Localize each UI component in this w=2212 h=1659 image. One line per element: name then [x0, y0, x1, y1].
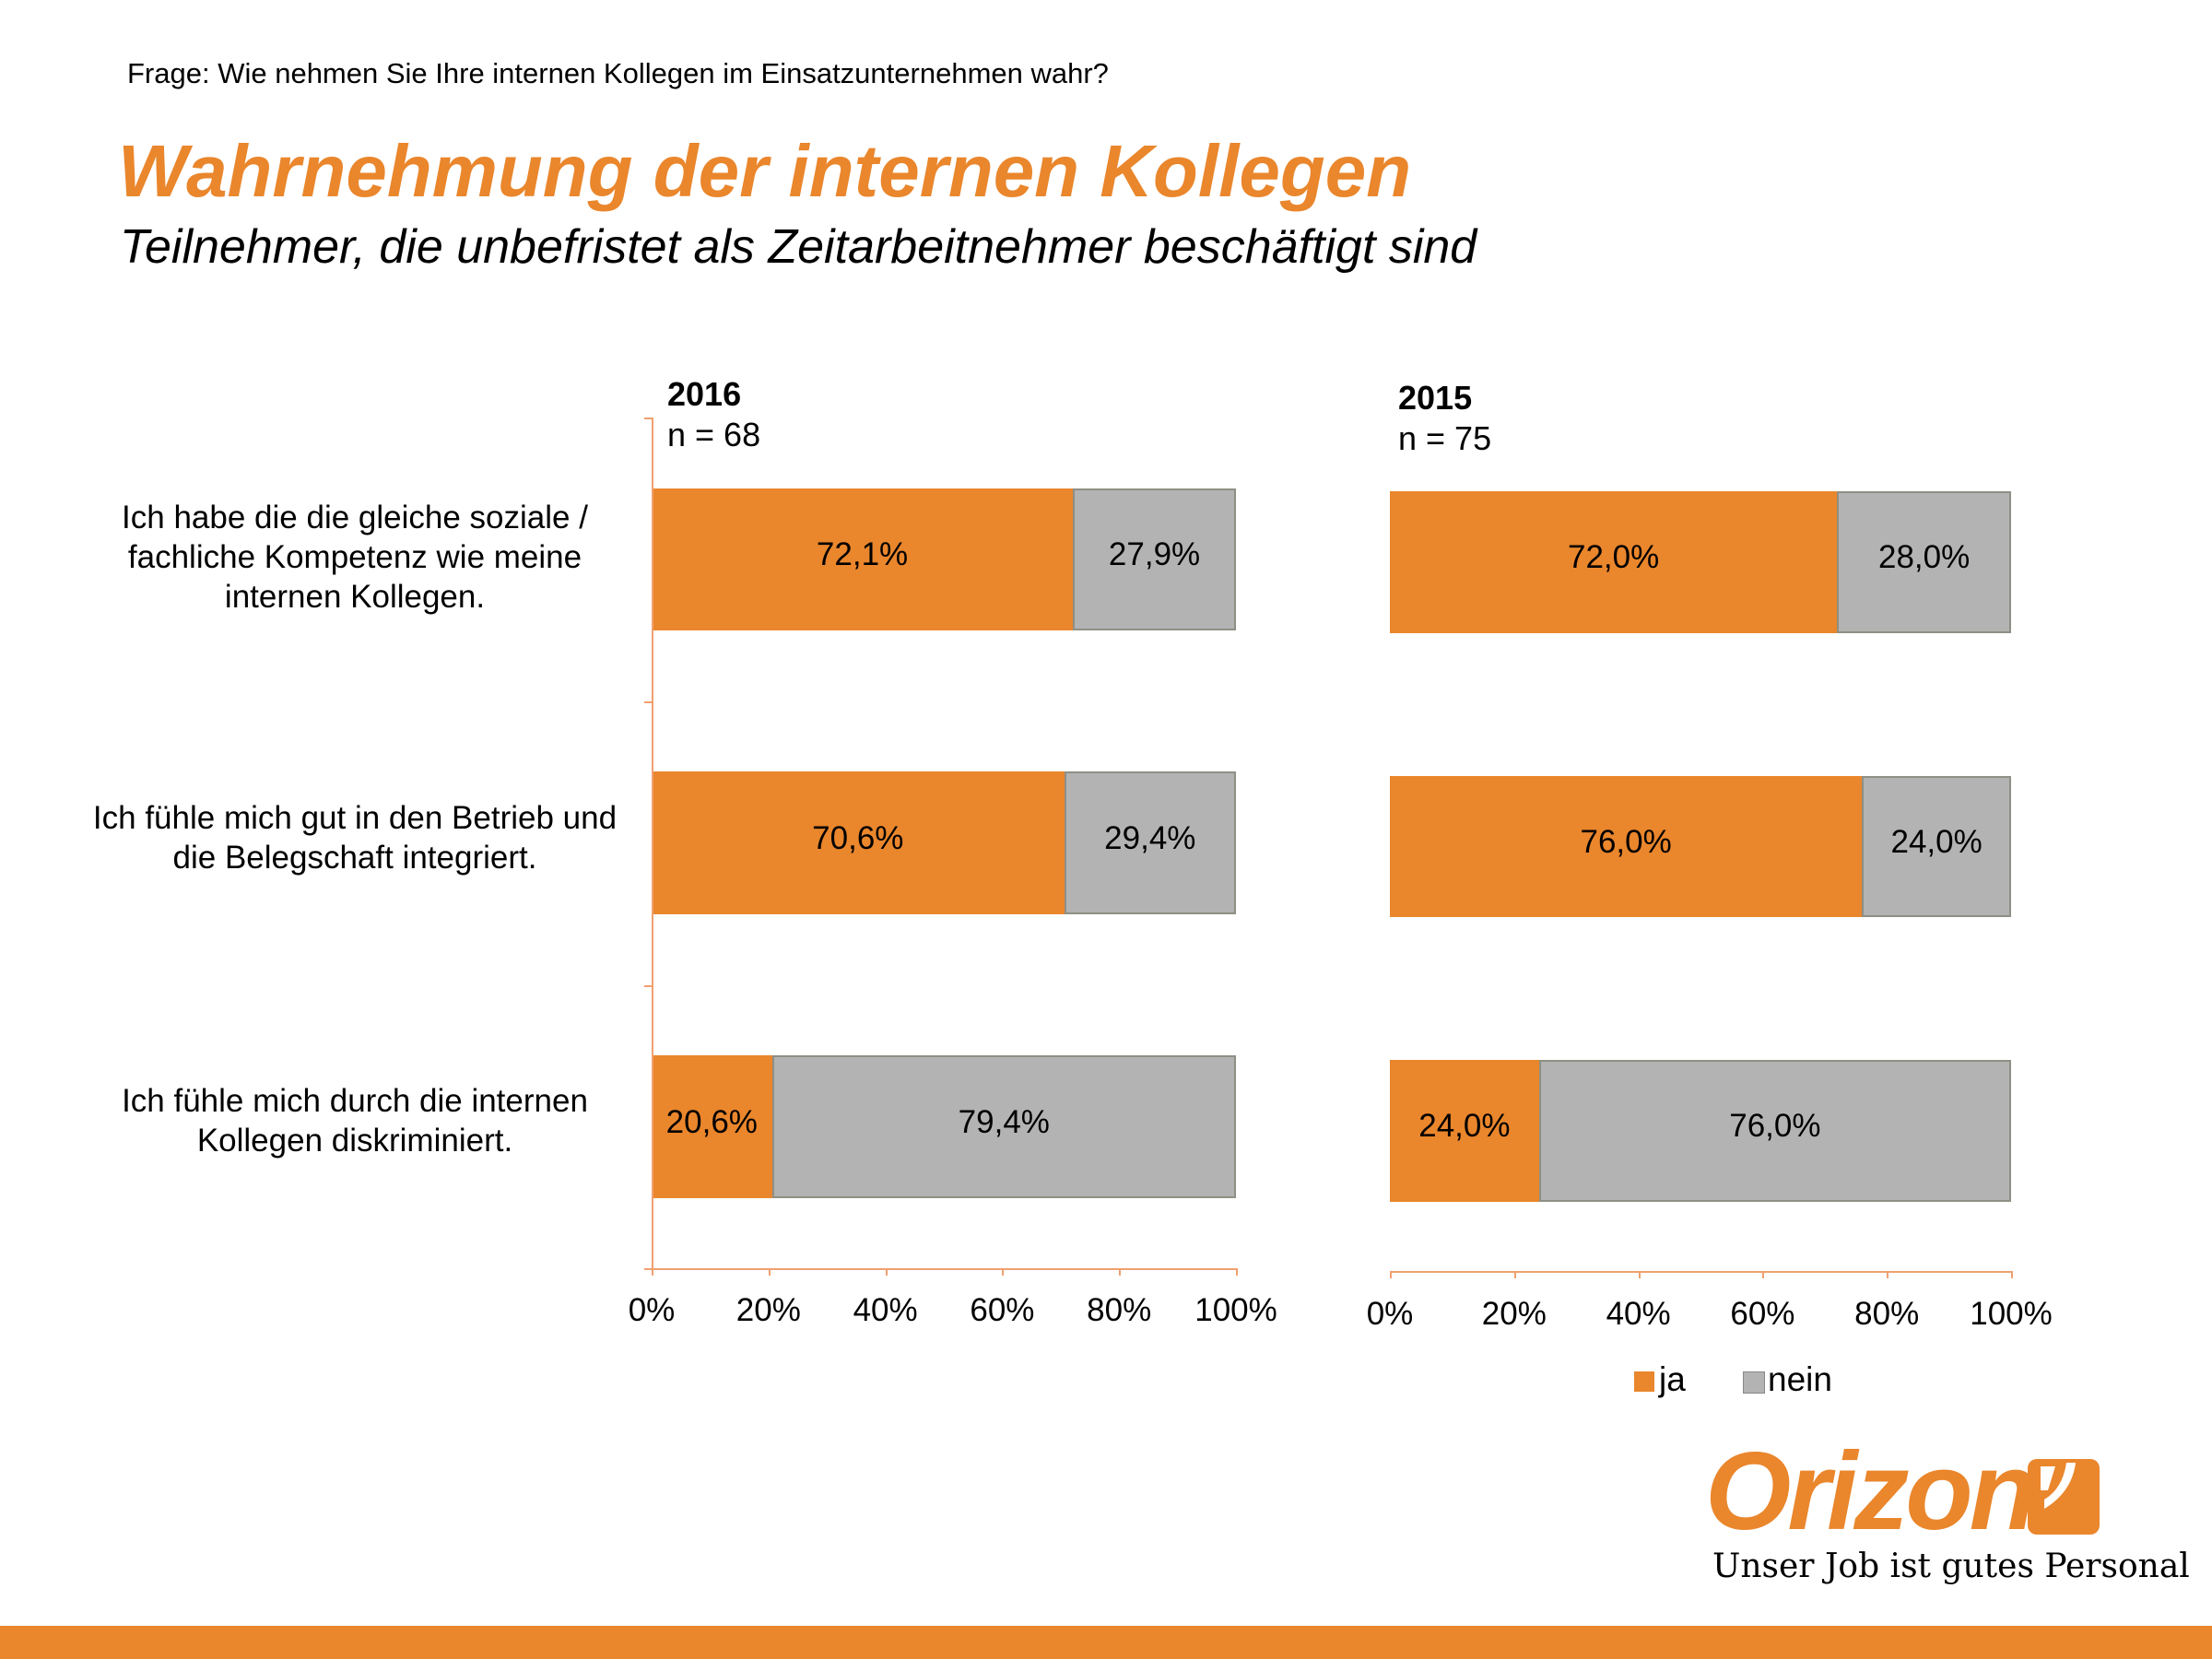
- bar-nein: [1073, 488, 1236, 630]
- y-axis-line: [652, 418, 653, 1268]
- x-axis-line: [1390, 1271, 2011, 1273]
- category-label: Ich habe die die gleiche soziale / fachli…: [74, 498, 636, 617]
- x-axis-tick: [885, 1268, 888, 1276]
- x-tick-label: 100%: [1970, 1296, 2053, 1332]
- legend-nein-label: nein: [1768, 1360, 1832, 1398]
- bar-ja: [1390, 1060, 1539, 1202]
- data-label-ja: 72,1%: [816, 536, 909, 572]
- logo-tagline: Unser Job ist gutes Personal: [1712, 1547, 2190, 1585]
- data-label-nein: 24,0%: [1890, 823, 1983, 860]
- x-axis-tick: [1638, 1271, 1641, 1278]
- bar-nein: [1064, 771, 1236, 914]
- x-axis-tick: [1762, 1271, 1765, 1278]
- question-text: Frage: Wie nehmen Sie Ihre internen Koll…: [127, 57, 1109, 89]
- x-axis-tick: [652, 1268, 653, 1276]
- bar-ja: [1390, 491, 1838, 633]
- category-label-line: Kollegen diskriminiert.: [196, 1123, 513, 1159]
- page-subtitle: Teilnehmer, die unbefristet als Zeitarbe…: [120, 220, 1477, 274]
- category-label-line: Ich fühle mich durch die internen: [122, 1083, 588, 1119]
- bar-nein: [1538, 1060, 2011, 1202]
- data-label-ja: 76,0%: [1580, 823, 1672, 860]
- data-label-ja: 24,0%: [1418, 1108, 1511, 1144]
- category-label-line: internen Kollegen.: [224, 579, 486, 615]
- data-label-nein: 79,4%: [958, 1103, 1050, 1140]
- data-label-nein: 28,0%: [1878, 539, 1971, 575]
- data-label-ja: 72,0%: [1568, 539, 1660, 575]
- x-tick-label: 60%: [970, 1292, 1035, 1328]
- chart-2015-title: 2015: [1398, 379, 1473, 417]
- x-tick-label: 0%: [1366, 1296, 1414, 1332]
- x-axis-tick: [1887, 1271, 1889, 1278]
- x-tick-label: 80%: [1087, 1292, 1152, 1328]
- x-axis-tick: [2011, 1271, 2013, 1278]
- x-tick-label: 100%: [1194, 1292, 1277, 1328]
- footer-bar: [0, 1626, 2212, 1659]
- x-axis-tick: [1390, 1271, 1392, 1278]
- x-tick-label: 60%: [1730, 1296, 1795, 1332]
- legend-ja-label: ja: [1659, 1360, 1686, 1398]
- x-axis-tick: [1236, 1268, 1238, 1276]
- x-tick-label: 20%: [735, 1292, 801, 1328]
- x-tick-label: 0%: [628, 1292, 676, 1328]
- data-label-nein: 27,9%: [1108, 536, 1201, 572]
- bar-nein: [1837, 491, 2011, 633]
- category-label: Ich fühle mich durch die internen Kollege…: [74, 1081, 636, 1160]
- category-label: Ich fühle mich gut in den Betrieb und die…: [74, 798, 636, 877]
- x-axis-tick: [768, 1268, 771, 1276]
- bar-ja: [652, 1055, 772, 1198]
- bar-ja: [652, 488, 1074, 630]
- chart-2015-sample: n = 75: [1398, 419, 1492, 457]
- bar-nein: [1862, 776, 2011, 917]
- x-axis-line: [652, 1268, 1236, 1270]
- x-axis-tick: [1002, 1268, 1005, 1276]
- y-axis-tick: [644, 418, 652, 419]
- data-label-ja: 70,6%: [812, 819, 904, 856]
- bar-ja: [652, 771, 1065, 914]
- category-label-line: Ich fühle mich gut in den Betrieb und: [92, 800, 618, 836]
- y-axis-tick: [644, 1268, 652, 1270]
- chart-2016-title: 2016: [667, 375, 742, 413]
- y-axis-tick: [644, 985, 652, 987]
- data-label-ja: 20,6%: [665, 1103, 758, 1140]
- chart-2016-sample: n = 68: [667, 416, 761, 453]
- orizon-logo: Orizon: [1705, 1430, 2037, 1553]
- category-label-line: fachliche Kompetenz wie meine: [127, 539, 582, 575]
- x-tick-label: 80%: [1854, 1296, 1920, 1332]
- bar-nein: [771, 1055, 1236, 1198]
- category-label-line: die Belegschaft integriert.: [172, 840, 537, 876]
- category-label-line: Ich habe die die gleiche soziale /: [122, 500, 588, 535]
- x-tick-label: 20%: [1481, 1296, 1547, 1332]
- x-axis-tick: [1119, 1268, 1122, 1276]
- x-tick-label: 40%: [853, 1292, 918, 1328]
- y-axis-tick: [644, 701, 652, 703]
- x-axis-tick: [1513, 1271, 1516, 1278]
- orizon-logo-mark-icon: [2028, 1459, 2100, 1535]
- bar-ja: [1390, 776, 1863, 917]
- x-tick-label: 40%: [1606, 1296, 1671, 1332]
- data-label-nein: 29,4%: [1104, 819, 1196, 856]
- legend-ja-swatch: [1634, 1371, 1654, 1392]
- data-label-nein: 76,0%: [1729, 1108, 1821, 1144]
- page-title: Wahrnehmung der internen Kollegen: [118, 130, 1412, 212]
- legend-nein-swatch: [1743, 1371, 1765, 1394]
